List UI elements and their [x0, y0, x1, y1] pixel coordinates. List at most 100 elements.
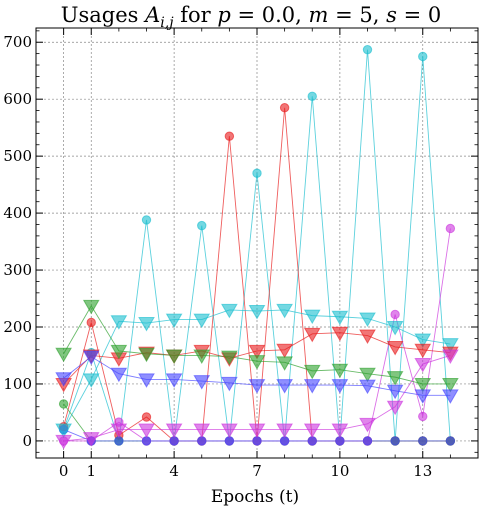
data-point	[442, 338, 459, 353]
y-tick-label: 300	[3, 261, 32, 279]
data-point	[248, 305, 266, 320]
data-point	[386, 321, 404, 336]
y-tick-label: 700	[3, 33, 32, 51]
data-point	[248, 355, 266, 370]
data-point	[221, 376, 238, 392]
data-point	[359, 367, 376, 383]
data-point	[276, 343, 293, 359]
data-point	[276, 303, 293, 319]
data-point	[331, 363, 349, 379]
data-point	[386, 340, 404, 356]
data-point	[418, 436, 428, 446]
data-point	[165, 349, 183, 364]
data-point	[362, 436, 373, 446]
data-point	[138, 317, 155, 332]
data-point	[82, 373, 100, 388]
data-point	[414, 358, 432, 373]
data-point	[445, 436, 456, 446]
y-tick-label: 100	[3, 375, 32, 393]
data-point	[55, 372, 72, 387]
data-point	[442, 349, 459, 364]
data-point	[390, 309, 400, 320]
data-point	[445, 223, 456, 234]
data-point	[193, 375, 211, 390]
data-point	[110, 344, 128, 360]
data-point	[276, 423, 293, 439]
data-point	[390, 436, 400, 446]
data-point	[359, 329, 376, 345]
data-point	[303, 327, 321, 343]
data-point	[221, 423, 238, 439]
y-tick-label: 500	[3, 147, 32, 165]
data-point	[58, 399, 69, 409]
data-point	[252, 168, 262, 178]
data-point	[141, 215, 152, 225]
data-point	[362, 44, 373, 55]
data-point	[418, 51, 428, 62]
data-point	[197, 220, 207, 231]
data-point	[418, 411, 428, 422]
data-point	[331, 379, 349, 394]
data-point	[221, 350, 238, 366]
data-point	[138, 373, 155, 388]
data-point	[86, 317, 96, 328]
data-point	[331, 326, 349, 342]
data-point	[279, 103, 290, 113]
x-axis-label: Epochs (t)	[211, 487, 299, 507]
data-point	[303, 379, 321, 394]
data-point	[82, 350, 100, 366]
data-point	[55, 434, 72, 450]
x-tick-label: 10	[330, 462, 349, 480]
data-point	[110, 367, 128, 383]
data-point	[193, 313, 211, 329]
chart-title: Usages Ai,j for p = 0.0, m = 5, s = 0	[61, 3, 441, 31]
y-tick-label: 200	[3, 318, 32, 336]
data-point	[224, 131, 235, 141]
x-tick-label: 1	[86, 462, 96, 480]
data-point	[138, 347, 155, 363]
data-point	[110, 315, 128, 330]
x-tick-label: 0	[59, 462, 69, 480]
data-point	[165, 423, 183, 439]
data-point	[193, 423, 211, 439]
data-point	[303, 364, 321, 380]
x-tick-label: 7	[252, 462, 262, 480]
data-point	[248, 379, 266, 394]
data-point	[165, 373, 183, 388]
data-point	[414, 377, 432, 393]
data-point	[82, 432, 100, 447]
data-point	[248, 344, 266, 360]
data-point	[442, 389, 459, 404]
data-point	[55, 347, 72, 363]
data-point	[55, 423, 72, 439]
data-point	[442, 377, 459, 393]
data-point	[359, 379, 376, 395]
data-point	[141, 412, 152, 422]
data-point	[165, 313, 183, 329]
data-point	[414, 343, 432, 359]
data-point	[276, 356, 293, 371]
data-point	[386, 371, 404, 386]
data-point	[359, 417, 376, 433]
grid	[36, 28, 478, 458]
data-point	[307, 91, 317, 102]
series-marks	[55, 44, 459, 450]
data-point	[386, 384, 404, 400]
y-tick-label: 0	[22, 432, 32, 450]
x-tick-label: 4	[169, 462, 179, 480]
x-tick-label: 13	[413, 462, 432, 480]
data-point	[331, 310, 349, 326]
data-point	[386, 400, 404, 416]
data-point	[82, 299, 100, 315]
data-point	[193, 349, 211, 364]
data-point	[331, 423, 349, 439]
data-point	[414, 333, 432, 349]
data-point	[110, 423, 128, 439]
data-point	[221, 303, 238, 319]
data-point	[303, 309, 321, 325]
data-point	[138, 423, 155, 439]
data-point	[248, 423, 266, 439]
y-tick-label: 400	[3, 204, 32, 222]
